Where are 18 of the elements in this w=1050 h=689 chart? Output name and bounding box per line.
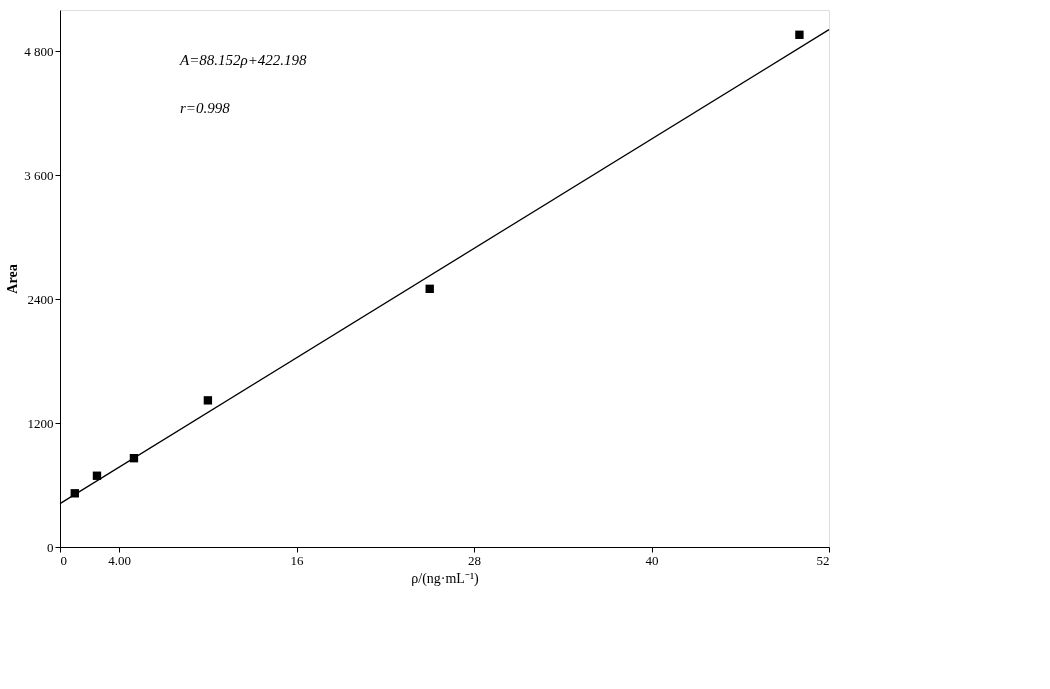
x-tick-label: 28 <box>468 552 482 568</box>
y-tick-label: 4 800 <box>24 43 54 59</box>
y-tick-label: 2400 <box>27 291 54 307</box>
x-tick-label: 4.00 <box>108 552 132 568</box>
y-tick-label: 0 <box>47 539 54 555</box>
x-tick-label: 40 <box>645 552 659 568</box>
x-tick-label: 0 <box>60 552 67 568</box>
point <box>795 30 804 39</box>
x-tick-label: 16 <box>290 552 305 568</box>
annotation: A=88.152ρ+422.198 <box>179 52 308 68</box>
y-axis-title: Area <box>5 264 21 294</box>
x-tick-label: 52 <box>816 552 830 568</box>
point <box>425 284 434 294</box>
annotation: r=0.998 <box>180 100 231 116</box>
x-axis-title: ρ/(ng·mL⁻¹) <box>411 570 480 587</box>
y-tick-label: 1200 <box>27 415 54 431</box>
y-tick-label: 3 600 <box>24 167 54 183</box>
point <box>203 396 213 405</box>
